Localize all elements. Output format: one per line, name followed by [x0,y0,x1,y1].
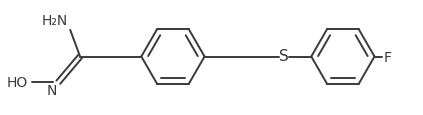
Text: F: F [383,50,391,64]
Text: HO: HO [6,76,27,89]
Text: S: S [279,49,288,63]
Text: N: N [47,83,58,97]
Text: H₂N: H₂N [42,14,68,28]
